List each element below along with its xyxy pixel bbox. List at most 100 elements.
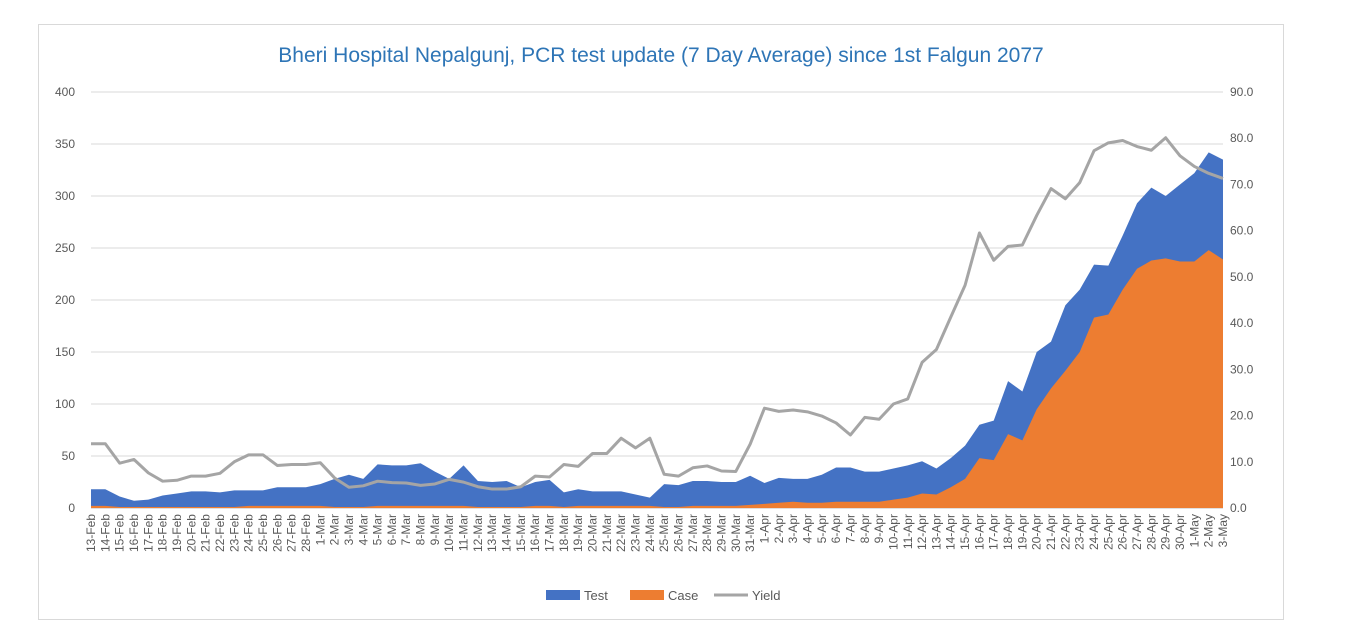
legend-label-test: Test	[584, 588, 608, 603]
x-tick-label: 15-Mar	[514, 514, 528, 552]
x-tick-label: 9-Mar	[428, 514, 442, 545]
x-tick-label: 20-Apr	[1030, 514, 1044, 550]
x-tick-label: 1-Mar	[313, 514, 327, 545]
legend-swatch-test	[546, 590, 580, 600]
x-tick-label: 29-Mar	[714, 514, 728, 552]
x-tick-label: 8-Apr	[858, 514, 872, 543]
y-left-tick-label: 350	[55, 137, 75, 151]
x-tick-label: 4-Apr	[800, 514, 814, 543]
x-tick-label: 20-Feb	[184, 514, 198, 552]
x-tick-label: 28-Apr	[1144, 514, 1158, 550]
x-tick-label: 10-Mar	[442, 514, 456, 552]
x-tick-label: 22-Feb	[213, 514, 227, 552]
y-right-tick-label: 10.0	[1230, 455, 1254, 469]
gridlines	[91, 91, 1223, 509]
x-tick-label: 26-Feb	[270, 514, 284, 552]
y-right-tick-label: 30.0	[1230, 362, 1254, 376]
x-tick-label: 19-Mar	[571, 514, 585, 552]
x-tick-label: 24-Mar	[643, 514, 657, 552]
x-tick-label: 15-Apr	[958, 514, 972, 550]
x-tick-label: 21-Feb	[199, 514, 213, 552]
x-tick-label: 25-Mar	[657, 514, 671, 552]
x-tick-label: 13-Mar	[485, 514, 499, 552]
x-tick-label: 23-Feb	[227, 514, 241, 552]
x-tick-label: 18-Feb	[156, 514, 170, 552]
x-tick-label: 7-Apr	[843, 514, 857, 543]
x-tick-label: 9-Apr	[872, 514, 886, 543]
x-tick-label: 26-Apr	[1116, 514, 1130, 550]
x-tick-label: 21-Mar	[600, 514, 614, 552]
y-left-tick-label: 250	[55, 241, 75, 255]
area-case	[91, 250, 1223, 508]
y-left-tick-label: 150	[55, 345, 75, 359]
chart-frame: Bheri Hospital Nepalgunj, PCR test updat…	[38, 24, 1284, 620]
x-tick-label: 28-Mar	[700, 514, 714, 552]
x-tick-label: 11-Mar	[457, 514, 471, 551]
x-tick-label: 27-Feb	[285, 514, 299, 552]
x-tick-label: 30-Apr	[1173, 514, 1187, 550]
x-tick-label: 3-May	[1216, 514, 1230, 547]
x-tick-label: 1-Apr	[757, 514, 771, 543]
area-series	[91, 152, 1223, 508]
x-tick-label: 27-Mar	[686, 514, 700, 552]
chart-title: Bheri Hospital Nepalgunj, PCR test updat…	[278, 44, 1043, 67]
x-tick-label: 2-May	[1202, 514, 1216, 547]
x-tick-label: 13-Feb	[84, 514, 98, 552]
x-axis: 13-Feb 14-Feb 15-Feb 16-Feb 17-Feb 18-Feb 19-F…	[84, 514, 1230, 552]
x-tick-label: 13-Apr	[929, 514, 943, 550]
legend-swatch-case	[630, 590, 664, 600]
x-tick-label: 16-Feb	[127, 514, 141, 552]
x-tick-label: 18-Mar	[557, 514, 571, 552]
x-tick-label: 19-Apr	[1015, 514, 1029, 550]
x-tick-label: 5-Apr	[815, 514, 829, 543]
y-left-tick-label: 50	[62, 449, 76, 463]
x-tick-label: 2-Apr	[772, 514, 786, 543]
x-tick-label: 24-Feb	[242, 514, 256, 552]
x-tick-label: 30-Mar	[729, 514, 743, 552]
x-tick-label: 27-Apr	[1130, 514, 1144, 550]
x-tick-label: 6-Apr	[829, 514, 843, 543]
x-tick-label: 25-Apr	[1101, 514, 1115, 550]
x-tick-label: 26-Mar	[671, 514, 685, 552]
x-tick-label: 5-Mar	[371, 514, 385, 545]
x-tick-label: 12-Mar	[471, 514, 485, 552]
y-right-tick-label: 90.0	[1230, 85, 1254, 99]
y-right-tick-label: 50.0	[1230, 270, 1254, 284]
x-tick-label: 18-Apr	[1001, 514, 1015, 550]
x-tick-label: 22-Mar	[614, 514, 628, 552]
x-tick-label: 4-Mar	[356, 514, 370, 545]
x-tick-label: 25-Feb	[256, 514, 270, 552]
x-tick-label: 17-Mar	[543, 514, 557, 552]
y-left-tick-label: 200	[55, 293, 75, 307]
x-tick-label: 28-Feb	[299, 514, 313, 552]
x-tick-label: 19-Feb	[170, 514, 184, 552]
x-tick-label: 20-Mar	[586, 514, 600, 552]
legend-label-case: Case	[668, 588, 698, 603]
x-tick-label: 24-Apr	[1087, 514, 1101, 550]
x-tick-label: 21-Apr	[1044, 514, 1058, 550]
y-left-tick-label: 400	[55, 85, 75, 99]
x-tick-label: 23-Mar	[629, 514, 643, 552]
x-tick-label: 1-May	[1187, 514, 1201, 547]
y-right-tick-label: 40.0	[1230, 316, 1254, 330]
x-tick-label: 3-Apr	[786, 514, 800, 543]
x-tick-label: 14-Mar	[500, 514, 514, 552]
y-right-tick-label: 80.0	[1230, 131, 1254, 145]
x-tick-label: 16-Apr	[972, 514, 986, 550]
y-left-tick-label: 0	[68, 501, 75, 515]
legend: Test Case Yield	[546, 588, 780, 603]
line-yield	[91, 136, 1224, 491]
x-tick-label: 10-Apr	[886, 514, 900, 550]
x-tick-label: 31-Mar	[743, 514, 757, 552]
x-tick-label: 6-Mar	[385, 514, 399, 545]
line-series	[91, 136, 1224, 491]
x-tick-label: 17-Feb	[141, 514, 155, 552]
x-tick-label: 11-Apr	[901, 514, 915, 549]
x-tick-label: 17-Apr	[987, 514, 1001, 550]
x-tick-label: 16-Mar	[528, 514, 542, 552]
x-tick-label: 12-Apr	[915, 514, 929, 550]
legend-label-yield: Yield	[752, 588, 780, 603]
x-tick-label: 7-Mar	[399, 514, 413, 545]
x-tick-label: 14-Feb	[98, 514, 112, 552]
y-right-tick-label: 20.0	[1230, 409, 1254, 423]
